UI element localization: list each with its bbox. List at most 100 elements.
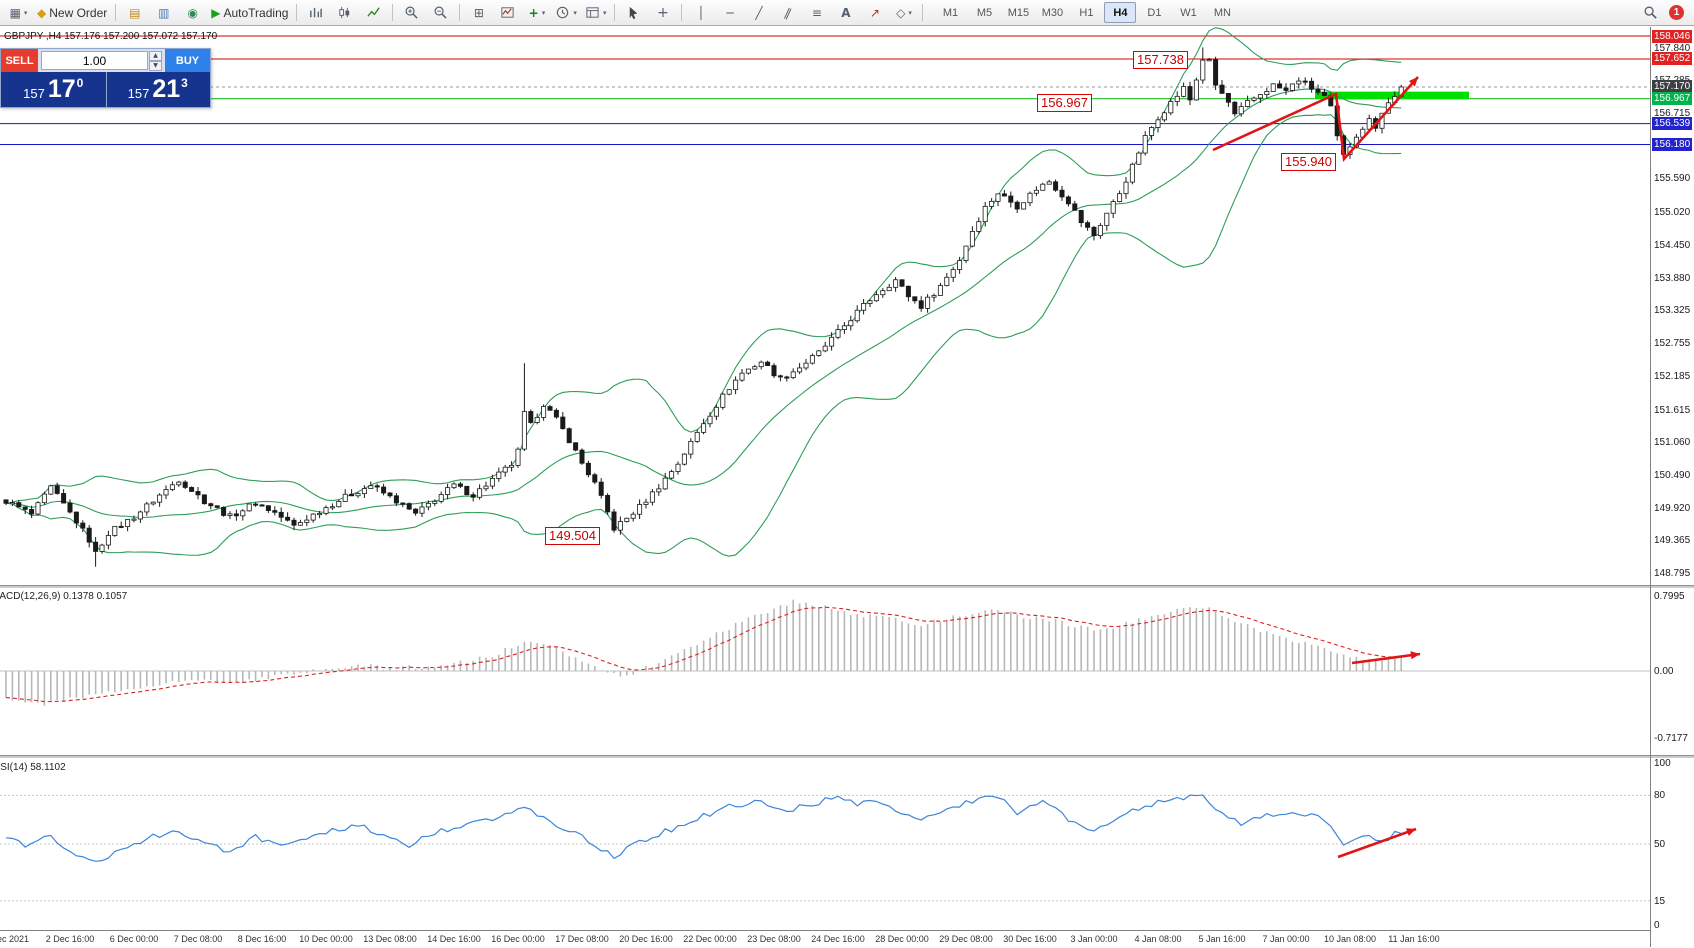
price-axis-label: 156.715 (1654, 107, 1691, 119)
volume-spinner: ▲ ▼ (149, 51, 162, 71)
timeframe-button-m15[interactable]: M15 (1007, 6, 1030, 19)
main-toolbar: ▦ ▾ ◆ New Order ▤ ▥ ◉ ▶ AutoTrading ⊞ + (0, 0, 1694, 26)
time-axis-label: 20 Dec 16:00 (619, 934, 673, 944)
toolbar-separator (115, 4, 117, 21)
timeframe-button-mn[interactable]: MN (1213, 6, 1231, 19)
arrow-tool-button[interactable]: ↗ (860, 1, 889, 24)
volume-up-button[interactable]: ▲ (149, 51, 162, 61)
price-axis-label: 152.185 (1654, 371, 1691, 383)
zoom-in-button[interactable] (397, 1, 426, 24)
toolbar-separator (296, 4, 298, 21)
time-axis-label: 6 Dec 00:00 (109, 934, 159, 944)
search-icon (1644, 6, 1657, 19)
price-axis-label: 150.490 (1654, 469, 1691, 481)
timeframe-group: M1 M5 M15 M30 H1 H4 D1 W1 MN (933, 2, 1239, 23)
text-tool-button[interactable]: A (831, 1, 860, 24)
volume-down-button[interactable]: ▼ (149, 61, 162, 71)
volume-input[interactable] (41, 51, 148, 70)
macd-panel-splitter[interactable] (0, 585, 1694, 588)
crosshair-button[interactable]: + (648, 1, 677, 24)
time-axis-label: 7 Jan 00:00 (1262, 934, 1310, 944)
timeframe-button-w1[interactable]: W1 (1180, 6, 1197, 19)
autotrading-button[interactable]: ▶ AutoTrading (207, 1, 292, 24)
price-axis-label: 151.060 (1654, 436, 1691, 448)
rsi-panel-splitter[interactable] (0, 755, 1694, 758)
indicator-add-icon: + (528, 5, 539, 20)
indicator-list-button[interactable] (493, 1, 522, 24)
trade-panel-price-row: 157 17 0 157 21 3 (1, 72, 210, 107)
price-annotation[interactable]: 149.504 (545, 527, 600, 545)
time-axis-label: 1 Dec 2021 (0, 934, 30, 944)
trendline-button[interactable]: ╱ (744, 1, 773, 24)
price-axis-label: 149.920 (1654, 503, 1691, 515)
channel-button[interactable]: ∥ (773, 1, 802, 24)
search-button[interactable] (1636, 1, 1665, 24)
indicator-list-icon (501, 7, 515, 18)
new-chart-button[interactable]: ▦ ▾ (4, 1, 33, 24)
timeframe-button-h4[interactable]: H4 (1104, 2, 1137, 23)
crosshair-icon: + (657, 4, 669, 21)
new-order-button[interactable]: ◆ New Order (33, 1, 111, 24)
price-axis-label: 148.795 (1654, 568, 1691, 580)
bar-chart-button[interactable] (301, 1, 330, 24)
time-axis-label: 8 Dec 16:00 (237, 934, 287, 944)
chart-symbol-info: GBPJPY-,H4 157.176 157.200 157.072 157.1… (4, 31, 218, 42)
buy-price-prefix: 157 (127, 86, 150, 101)
buy-button[interactable]: BUY (165, 49, 210, 72)
time-axis[interactable]: 1 Dec 2021 2 Dec 16:00 6 Dec 00:00 7 Dec 08… (0, 930, 1650, 948)
toolbar-separator (681, 4, 683, 21)
time-axis-label: 7 Dec 08:00 (173, 934, 223, 944)
periods-button[interactable]: ▾ (551, 1, 581, 24)
notification-badge[interactable]: 1 (1669, 5, 1684, 20)
timeframe-button-m30[interactable]: M30 (1041, 6, 1064, 19)
new-order-icon: ◆ (37, 5, 47, 20)
macd-scale-label: 0.00 (1654, 666, 1674, 677)
rsi-scale-label: 0 (1654, 920, 1660, 931)
fibonacci-button[interactable]: ≡ (802, 1, 831, 24)
cursor-button[interactable] (619, 1, 648, 24)
sell-price-display[interactable]: 157 17 0 (1, 72, 106, 107)
price-axis-label: 157.170 (1652, 80, 1693, 94)
time-axis-label: 14 Dec 16:00 (427, 934, 481, 944)
price-axis-border (1650, 27, 1651, 947)
zoom-out-button[interactable] (426, 1, 455, 24)
templates-button[interactable]: ▾ (581, 1, 611, 24)
timeframe-button-m1[interactable]: M1 (942, 6, 959, 19)
sell-price-big: 17 (47, 75, 76, 103)
price-axis-label: 155.590 (1654, 173, 1691, 185)
buy-price-display[interactable]: 157 21 3 (106, 72, 211, 107)
data-window-button[interactable]: ▥ (149, 1, 178, 24)
tile-windows-button[interactable]: ⊞ (464, 1, 493, 24)
macd-scale-label: -0.7177 (1654, 733, 1688, 745)
navigator-button[interactable]: ◉ (178, 1, 207, 24)
price-axis-label: 151.615 (1654, 404, 1691, 416)
zoom-in-icon (405, 6, 419, 19)
horizontal-line-button[interactable]: ─ (715, 1, 744, 24)
macd-scale-label: 0.7995 (1654, 590, 1685, 602)
indicator-add-button[interactable]: + ▾ (522, 1, 551, 24)
timeframe-button-d1[interactable]: D1 (1147, 6, 1162, 19)
time-axis-label: 22 Dec 00:00 (683, 934, 737, 944)
price-axis-label: 156.180 (1652, 138, 1693, 152)
candlestick-chart-button[interactable] (330, 1, 359, 24)
sell-button[interactable]: SELL (1, 49, 38, 72)
time-axis-label: 3 Jan 00:00 (1070, 934, 1118, 944)
shapes-button[interactable]: ◇ ▾ (889, 1, 918, 24)
price-axis-label: 152.755 (1654, 338, 1691, 350)
sell-price-prefix: 157 (23, 86, 45, 101)
line-chart-button[interactable] (359, 1, 388, 24)
zoom-out-icon (434, 6, 448, 19)
price-axis-label: 154.450 (1654, 239, 1691, 251)
arrow-tool-icon: ↗ (869, 5, 880, 20)
timeframe-button-h1[interactable]: H1 (1079, 6, 1094, 19)
timeframe-button-m5[interactable]: M5 (976, 6, 993, 19)
volume-box: ▲ ▼ (38, 49, 165, 72)
buy-price-pip: 3 (181, 75, 188, 90)
vertical-line-button[interactable]: │ (686, 1, 715, 24)
market-watch-button[interactable]: ▤ (120, 1, 149, 24)
price-annotation[interactable]: 155.940 (1281, 153, 1336, 171)
price-annotation[interactable]: 156.967 (1037, 94, 1092, 112)
price-axis-label: 157.652 (1652, 52, 1693, 66)
price-annotation[interactable]: 157.738 (1133, 51, 1188, 69)
